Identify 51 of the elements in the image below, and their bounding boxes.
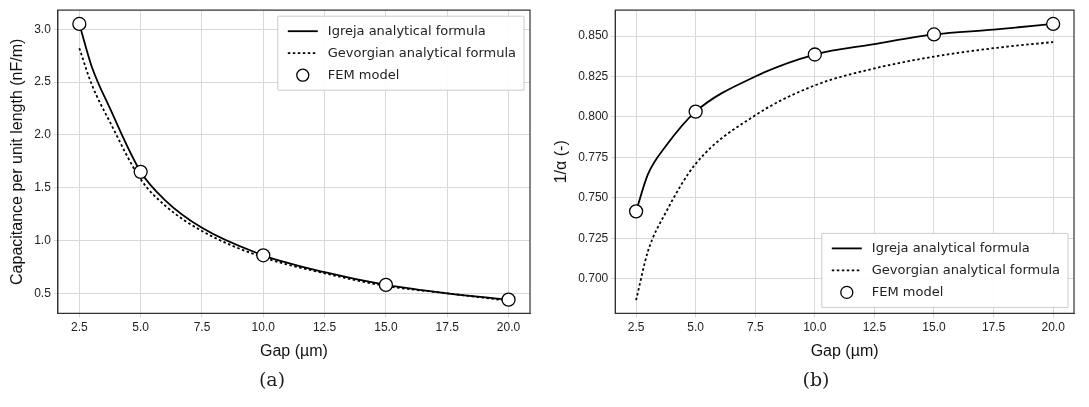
x-tick-label: 10.0 [251, 319, 276, 334]
text: (a) [258, 368, 286, 390]
y-tick-label: 1.0 [34, 232, 52, 247]
y-tick-label: 0.750 [578, 190, 609, 205]
y-axis-title: 1/α (-) [552, 140, 570, 184]
x-axis-title: Gap (µm) [260, 341, 328, 359]
x-tick-label: 20.0 [1041, 319, 1066, 334]
point [688, 104, 703, 119]
point [72, 16, 87, 32]
y-tick-label: 2.5 [34, 74, 52, 89]
x-axis-title: Gap (µm) [810, 341, 879, 359]
point [378, 277, 394, 293]
point [628, 204, 644, 219]
legend-label: Gevorgian analytical formula [327, 44, 517, 60]
x-tick-label: 2.5 [71, 319, 89, 334]
x-tick-label: 5.0 [687, 319, 705, 334]
x-tick-label: 17.5 [435, 319, 460, 334]
y-tick-label: 2.0 [34, 127, 52, 142]
y-tick-label: 1.5 [34, 180, 52, 194]
legend-label: Igreja analytical formula [871, 239, 1030, 255]
legend-label: FEM model [871, 283, 944, 299]
y-tick-label: 0.825 [578, 68, 609, 83]
x-tick-label: 7.5 [193, 319, 211, 334]
y-tick-label: 0.700 [578, 270, 609, 285]
legend-label: FEM model [327, 66, 400, 82]
y-axis-title: Capacitance per unit length (nF/m) [8, 38, 26, 285]
x-tick-label: 12.5 [862, 319, 887, 334]
x-tick-label: 5.0 [132, 319, 150, 334]
x-tick-label: 7.5 [746, 319, 764, 334]
x-tick-label: 2.5 [627, 319, 645, 334]
point [256, 248, 271, 263]
y-tick-label: 0.5 [34, 285, 52, 300]
x-tick-label: 20.0 [496, 319, 521, 334]
legend-label: Igreja analytical formula [327, 22, 486, 38]
x-tick-label: 10.0 [803, 319, 827, 334]
x-tick-label: 15.0 [922, 319, 946, 334]
legend-label: Gevorgian analytical formula [871, 261, 1061, 277]
x-tick-label: 17.5 [981, 319, 1006, 334]
y-tick-label: 0.725 [578, 230, 609, 245]
y-tick-label: 0.775 [578, 149, 609, 164]
point [501, 292, 516, 307]
y-tick-label: 3.0 [34, 21, 52, 36]
x-tick-label: 15.0 [374, 319, 398, 334]
y-tick-label: 0.850 [578, 28, 609, 43]
point [1046, 16, 1061, 32]
point [133, 164, 148, 179]
text: (b) [802, 368, 830, 390]
point [926, 27, 942, 42]
y-tick-label: 0.800 [578, 109, 609, 124]
point [807, 47, 822, 62]
x-tick-label: 12.5 [312, 319, 337, 334]
